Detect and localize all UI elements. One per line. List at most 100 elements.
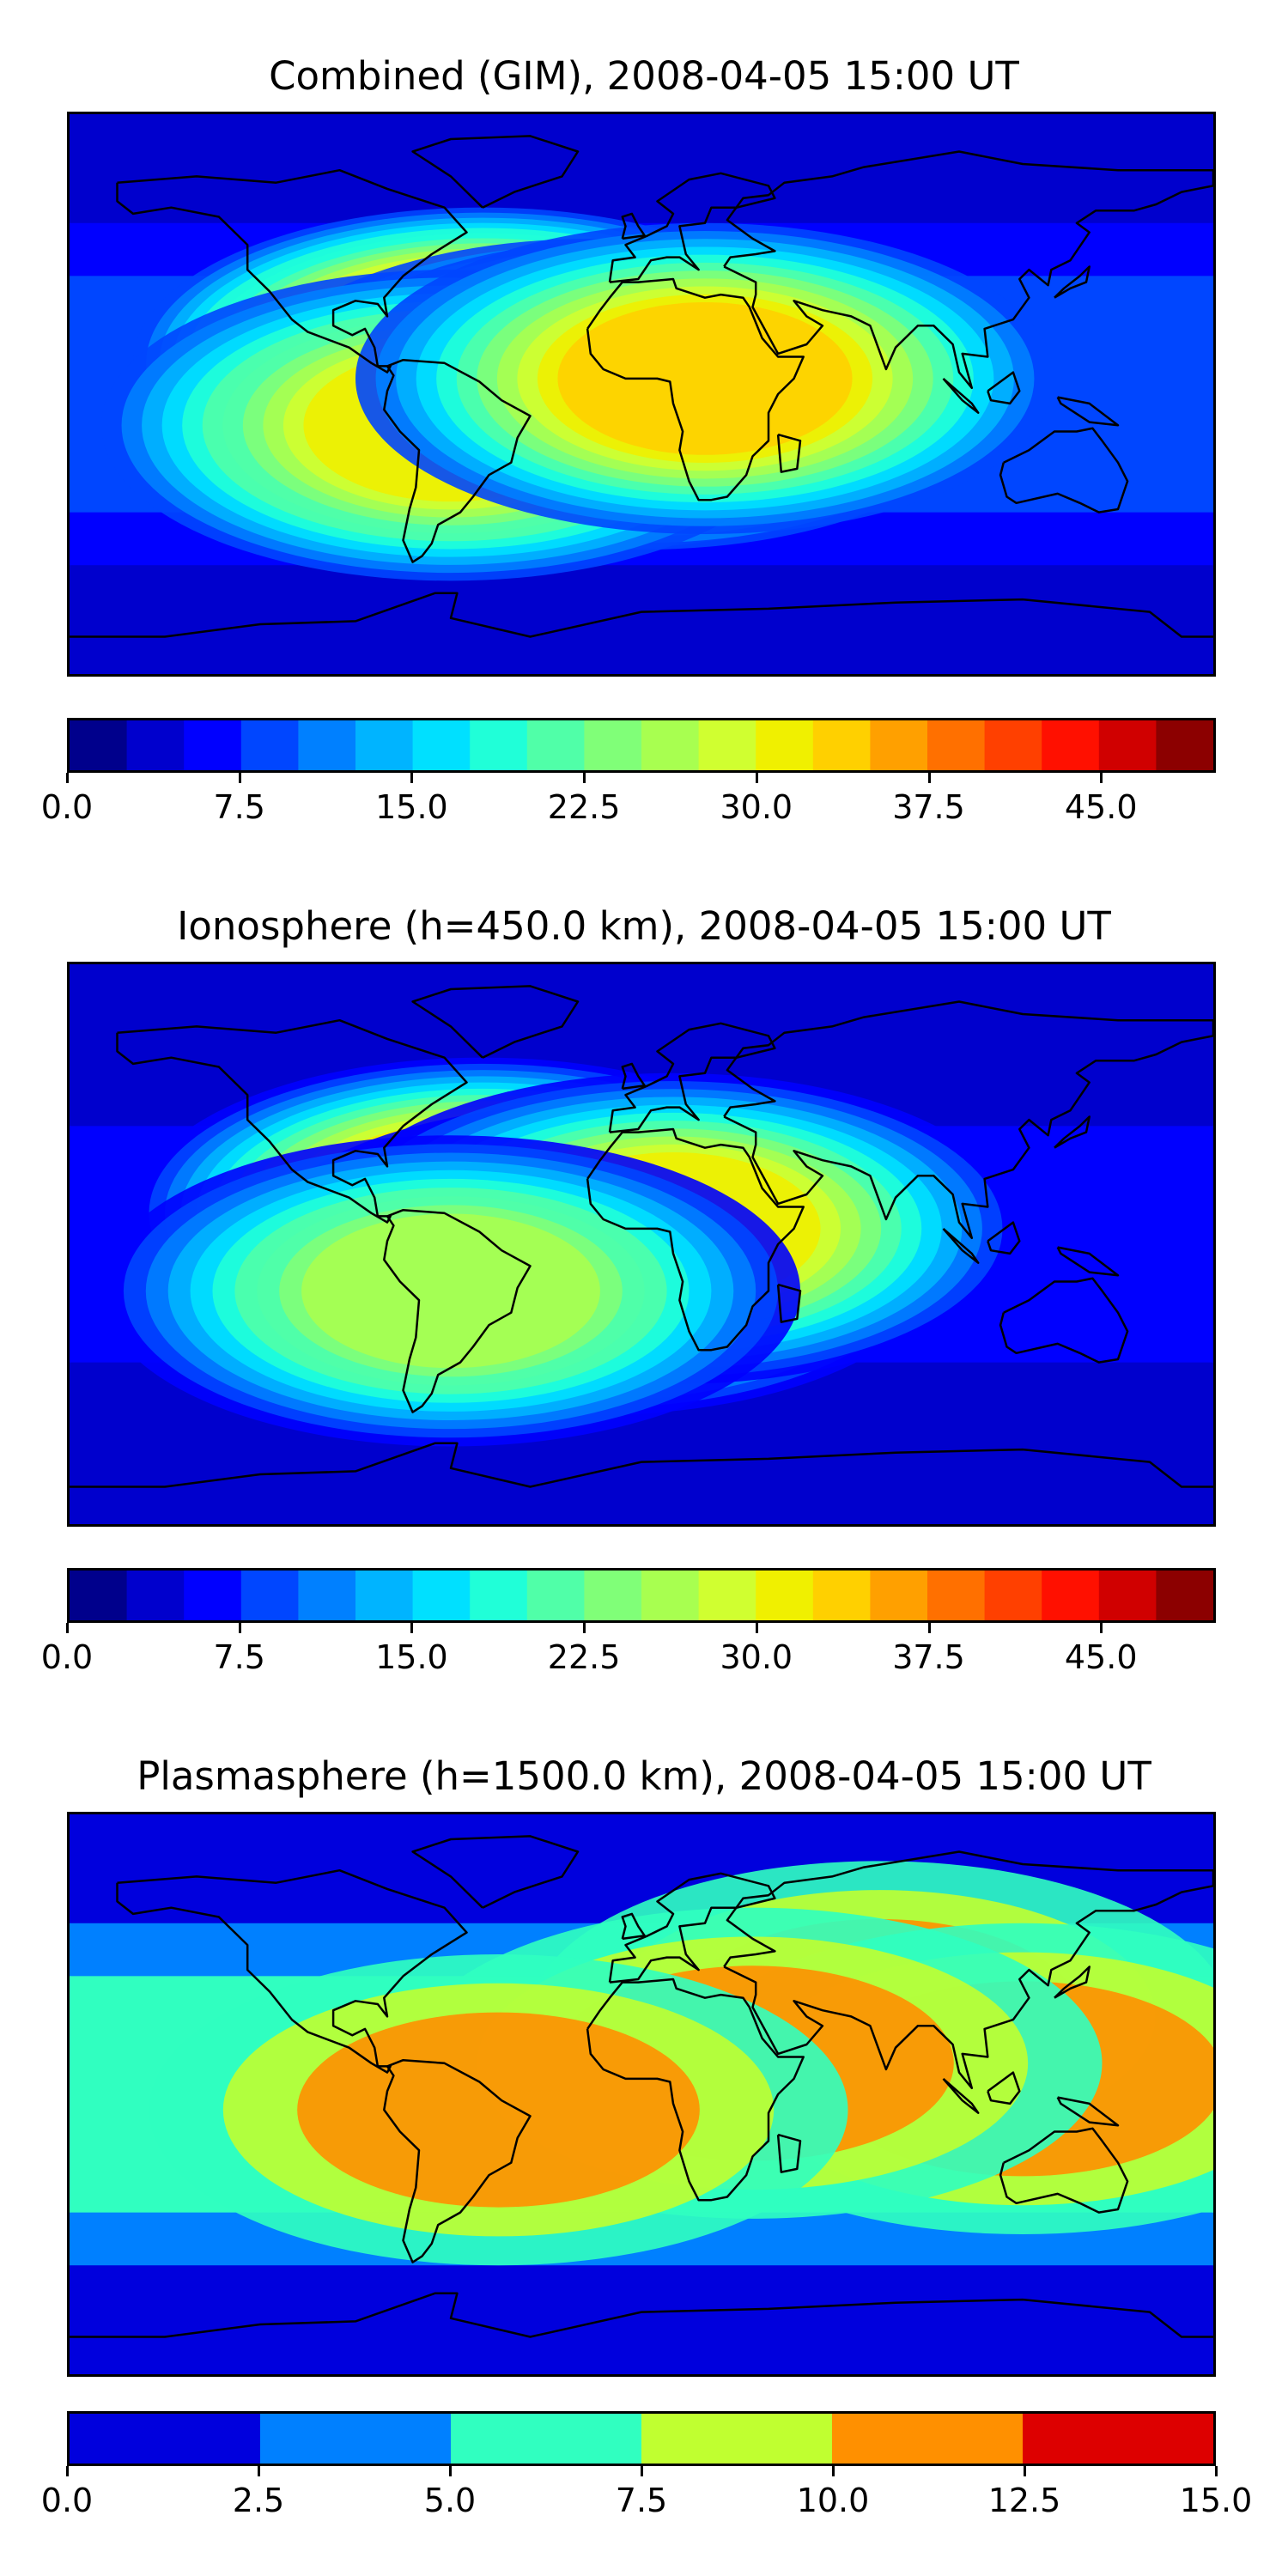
colorbar-tick	[755, 1623, 758, 1633]
coastline	[999, 2127, 1129, 2214]
colorbar-tick-label: 7.5	[213, 788, 265, 826]
colorbar-tick-label: 0.0	[40, 2482, 94, 2519]
colorbar-segment	[70, 1571, 128, 1620]
coastline	[411, 985, 580, 1059]
coastline	[70, 2292, 1213, 2338]
colorbar-tick-label: 5.0	[423, 2482, 477, 2519]
colorbar-segment	[1042, 720, 1100, 770]
colorbar-segment	[641, 2414, 833, 2464]
colorbar-segment	[641, 1571, 700, 1620]
coastline	[586, 1978, 805, 2202]
coastline	[999, 1277, 1129, 1364]
colorbar-tick-label: 37.5	[892, 1638, 965, 1676]
colorbar-segment	[584, 1571, 642, 1620]
coastline	[1054, 265, 1091, 299]
colorbar-tick	[238, 1623, 241, 1633]
colorbar-tick-label: 15.0	[375, 788, 448, 826]
colorbar-tick	[1100, 1623, 1103, 1633]
contour-region	[297, 2012, 700, 2208]
colorbar-segment	[984, 1571, 1042, 1620]
colorbar-ticks: 0.0 2.5 5.0 7.5 10.0 12.5 15.0	[41, 2466, 1252, 2519]
coastline	[1054, 1115, 1091, 1149]
coastline	[586, 1127, 805, 1352]
colorbar-segment	[412, 720, 471, 770]
colorbar-segment	[240, 720, 299, 770]
colorbar-segment	[355, 1571, 414, 1620]
coastline	[1056, 396, 1120, 427]
colorbar-tick	[66, 1623, 69, 1633]
colorbar-tick	[832, 2466, 835, 2476]
colorbar-tick-label: 37.5	[892, 788, 965, 826]
colorbar-segment	[298, 720, 356, 770]
colorbar-tick	[927, 773, 931, 783]
colorbar-segment	[641, 720, 700, 770]
colorbar-segment	[1156, 720, 1213, 770]
colorbar-segment	[260, 2414, 452, 2464]
colorbar-segment	[756, 720, 814, 770]
colorbar-tick	[238, 773, 241, 783]
coastline	[608, 1872, 776, 1984]
colorbar-segment	[355, 720, 414, 770]
colorbar-tick	[583, 773, 586, 783]
heatmap-svg	[70, 114, 1213, 674]
coastline	[70, 592, 1213, 638]
colorbar	[67, 1568, 1216, 1623]
colorbar-tick	[1100, 773, 1103, 783]
colorbar-ticks: 0.0 7.5 15.0 22.5 30.0 37.5 45.0	[41, 773, 1216, 826]
colorbar-segment	[870, 720, 928, 770]
coastline	[942, 377, 980, 414]
map-plot	[67, 112, 1216, 677]
colorbar-tick-label: 15.0	[1179, 2482, 1253, 2519]
colorbar-segment	[184, 1571, 242, 1620]
coastline	[987, 371, 1021, 405]
colorbar-tick-label: 15.0	[375, 1638, 448, 1676]
colorbar-segment	[812, 1571, 871, 1620]
colorbar-tick	[755, 773, 758, 783]
colorbar-tick-label: 22.5	[547, 788, 621, 826]
colorbar-tick	[410, 773, 414, 783]
colorbar-segment	[526, 720, 585, 770]
colorbar-tick	[1215, 2466, 1218, 2476]
coastline	[608, 1022, 776, 1133]
colorbar-segment	[1098, 1571, 1157, 1620]
chart-title: Plasmasphere (h=1500.0 km), 2008-04-05 1…	[137, 1753, 1151, 1799]
colorbar-segment	[1156, 1571, 1213, 1620]
coastline	[987, 1221, 1021, 1255]
colorbar-segment	[184, 720, 242, 770]
colorbar-tick	[927, 1623, 931, 1633]
colorbar-svg	[70, 1571, 1213, 1620]
chart-title: Combined (GIM), 2008-04-05 15:00 UT	[269, 53, 1019, 99]
coastline	[723, 1000, 1213, 1240]
coastline	[776, 433, 802, 473]
colorbar-segment	[240, 1571, 299, 1620]
colorbar-tick-label: 30.0	[720, 788, 793, 826]
colorbar-tick	[449, 2466, 452, 2476]
heatmap-svg	[70, 1814, 1213, 2374]
colorbar-segment	[1098, 720, 1157, 770]
colorbar-tick	[1024, 2466, 1026, 2476]
colorbar-segment	[70, 720, 128, 770]
colorbar-segment	[298, 1571, 356, 1620]
colorbar-tick-label: 10.0	[796, 2482, 870, 2519]
colorbar-segment	[984, 720, 1042, 770]
coastline	[723, 150, 1213, 390]
colorbar-tick	[258, 2466, 260, 2476]
coastline	[723, 1850, 1213, 2090]
colorbar-segment	[412, 1571, 471, 1620]
colorbar-ticks: 0.0 7.5 15.0 22.5 30.0 37.5 45.0	[41, 1623, 1216, 1676]
colorbar-svg	[70, 720, 1213, 770]
coastline	[383, 2058, 532, 2263]
colorbar-segment	[70, 2414, 261, 2464]
colorbar-segment	[451, 2414, 642, 2464]
colorbar-tick-label: 7.5	[213, 1638, 265, 1676]
coastline	[776, 1283, 802, 1323]
contour-region	[301, 1213, 600, 1369]
colorbar-tick	[583, 1623, 586, 1633]
colorbar-tick-label: 0.0	[40, 1638, 94, 1676]
map-plot	[67, 962, 1216, 1527]
colorbar-tick-label: 7.5	[615, 2482, 668, 2519]
colorbar-tick	[410, 1623, 414, 1633]
colorbar-segment	[756, 1571, 814, 1620]
colorbar-segment	[832, 2414, 1024, 2464]
heatmap-svg	[70, 964, 1213, 1524]
